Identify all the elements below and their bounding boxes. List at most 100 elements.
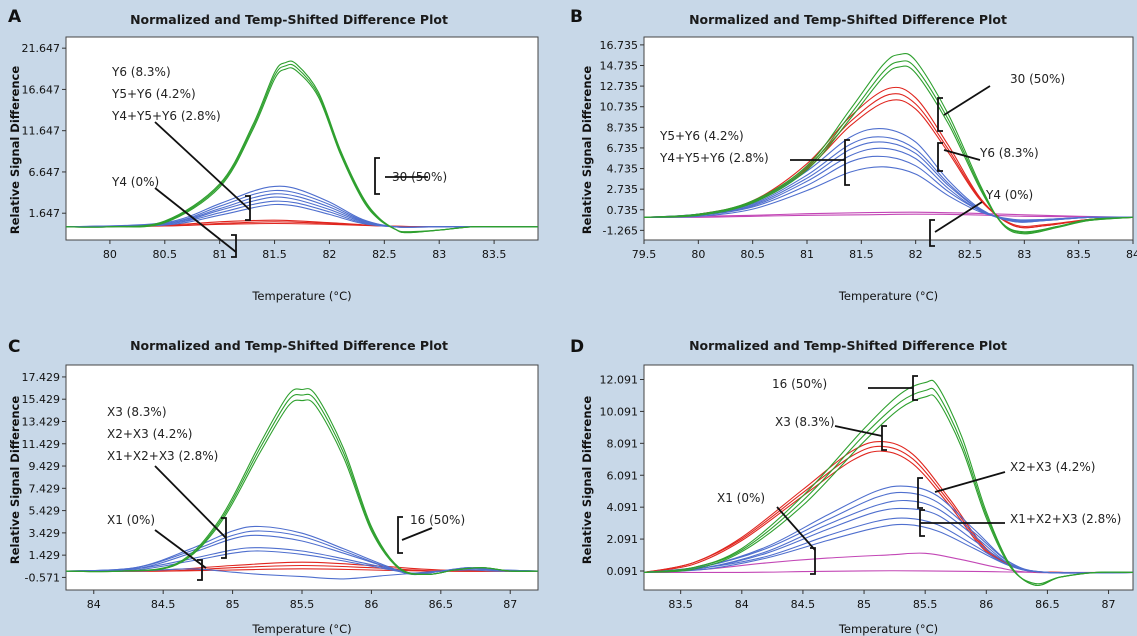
annotation-leader (934, 201, 983, 233)
x-axis-label: Temperature (°C) (838, 622, 938, 636)
y-axis-label: Relative Signal Difference (8, 66, 22, 235)
x-tick-label: 84.5 (791, 598, 816, 611)
series-line-magenta (644, 213, 1133, 218)
x-tick-label: 87 (503, 598, 517, 611)
x-tick-label: 84 (1126, 248, 1137, 261)
annotation-label: 16 (50%) (410, 513, 465, 527)
series-line-green (644, 394, 1133, 585)
panel-d: D Normalized and Temp-Shifted Difference … (570, 337, 1134, 636)
annotation-leader (154, 187, 237, 253)
x-tick-label: 84 (87, 598, 101, 611)
annotation-label: Y4 (0%) (985, 188, 1033, 202)
series-lines (66, 388, 538, 580)
y-axis-label: Relative Signal Difference (580, 66, 594, 235)
chart-title: Normalized and Temp-Shifted Difference P… (130, 338, 448, 353)
x-tick-label: 83 (1017, 248, 1031, 261)
y-tick-label: 9.429 (29, 460, 61, 473)
annotation-bracket (919, 509, 925, 537)
y-tick-label: 15.429 (22, 393, 61, 406)
annotation-label: X1 (0%) (107, 513, 155, 527)
panel-letter: C (8, 337, 20, 357)
annotation-label: X3 (8.3%) (107, 405, 167, 419)
x-tick-label: 81 (800, 248, 814, 261)
annotation-bracket (844, 139, 850, 186)
plot-area (65, 364, 539, 591)
annotation-leader (776, 506, 816, 551)
annotation-label: Y6 (8.3%) (979, 146, 1039, 160)
y-tick-label: 11.647 (22, 125, 61, 138)
panel-letter: B (570, 7, 583, 27)
x-tick-label: 83.5 (1066, 248, 1091, 261)
y-tick-label: 10.735 (600, 101, 639, 114)
series-line-blue (66, 568, 538, 580)
x-tick-label: 82.5 (372, 248, 397, 261)
annotation-label: 16 (50%) (772, 377, 827, 391)
x-tick-label: 85.5 (290, 598, 315, 611)
y-tick-label: -1.265 (603, 224, 638, 237)
annotation-label: X2+X3 (4.2%) (1010, 460, 1095, 474)
annotation-label: X3 (8.3%) (775, 415, 835, 429)
series-line-blue (644, 523, 1133, 574)
y-tick-label: 0.091 (607, 565, 639, 578)
annotation-leader (154, 465, 227, 539)
x-tick-label: 79.5 (632, 248, 657, 261)
annotation-leader (401, 527, 433, 541)
annotation-bracket (917, 477, 923, 509)
x-tick-label: 80.5 (740, 248, 765, 261)
y-tick-label: 12.735 (600, 80, 639, 93)
y-tick-label: 4.091 (607, 501, 639, 514)
y-tick-label: 12.091 (600, 374, 639, 387)
x-tick-label: 83.5 (668, 598, 693, 611)
x-tick-label: 81.5 (849, 248, 874, 261)
x-tick-label: 86 (979, 598, 993, 611)
series-lines (644, 52, 1133, 235)
x-tick-label: 82 (322, 248, 336, 261)
y-axis-label: Relative Signal Difference (8, 396, 22, 565)
plot-area (643, 36, 1134, 241)
x-tick-label: 86.5 (1035, 598, 1060, 611)
x-tick-label: 84.5 (151, 598, 176, 611)
y-tick-label: 5.429 (29, 505, 61, 518)
chart-title: Normalized and Temp-Shifted Difference P… (689, 338, 1007, 353)
panel-c: C Normalized and Temp-Shifted Difference … (8, 337, 539, 636)
series-line-green (66, 67, 538, 233)
y-tick-label: 6.735 (607, 142, 639, 155)
x-tick-label: 82.5 (958, 248, 983, 261)
plot-area (643, 364, 1134, 591)
annotation-label: Y5+Y6 (4.2%) (659, 129, 744, 143)
annotation-label: Y4 (0%) (111, 175, 159, 189)
x-axis-label: Temperature (°C) (838, 289, 938, 303)
y-tick-label: 10.091 (600, 405, 639, 418)
annotation-label: X1 (0%) (717, 491, 765, 505)
annotation-bracket (197, 559, 203, 581)
y-tick-label: 11.429 (22, 438, 61, 451)
series-line-blue (66, 530, 538, 576)
annotation-bracket (881, 425, 887, 451)
x-tick-label: 84 (735, 598, 749, 611)
x-tick-label: 81.5 (262, 248, 287, 261)
x-tick-label: 86 (364, 598, 378, 611)
y-tick-label: 7.429 (29, 482, 61, 495)
annotation-label: X1+X2+X3 (2.8%) (1010, 512, 1121, 526)
panel-letter: D (570, 337, 584, 357)
y-tick-label: 14.735 (600, 59, 639, 72)
annotation-label: Y5+Y6 (4.2%) (111, 87, 196, 101)
series-line-green (644, 387, 1133, 587)
annotation-leader (943, 149, 981, 161)
series-line-blue (66, 203, 538, 228)
chart-title: Normalized and Temp-Shifted Difference P… (130, 12, 448, 27)
y-tick-label: 17.429 (22, 371, 61, 384)
y-tick-label: -0.571 (25, 571, 60, 584)
y-tick-label: 6.647 (29, 166, 61, 179)
annotation-bracket (929, 219, 935, 247)
x-tick-label: 85 (226, 598, 240, 611)
annotation-label: 30 (50%) (1010, 72, 1065, 86)
annotation-leader (154, 121, 251, 211)
series-line-green (66, 399, 538, 576)
series-lines (66, 60, 538, 234)
annotation-bracket (810, 547, 816, 575)
annotation-label: X1+X2+X3 (2.8%) (107, 449, 218, 463)
x-tick-label: 81 (213, 248, 227, 261)
annotation-bracket (245, 195, 251, 221)
series-line-magenta (644, 552, 1133, 574)
